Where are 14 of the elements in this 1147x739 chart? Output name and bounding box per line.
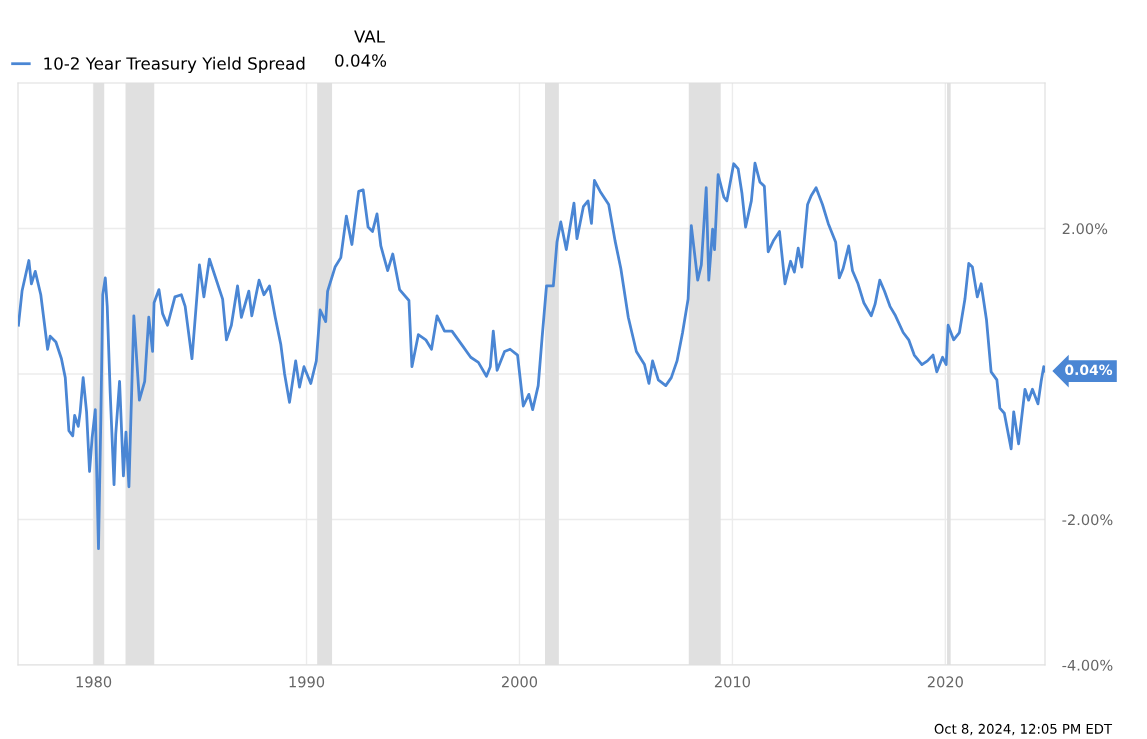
x-tick-label: 2000 [501,676,538,688]
text: 0.04% [335,54,387,67]
y-tick-label: -4.00% [1062,659,1113,671]
x-tick-label: 1990 [289,676,325,688]
legend-label: 10-2 Year Treasury Yield Spread [44,56,305,73]
legend-title: VAL [354,30,385,43]
y-tick-label: -2.00% [1062,514,1113,526]
x-tick-label: 2020 [927,676,963,688]
text: Oct 8, 2024, 12:05 PM EDT [934,723,1113,736]
x-tick-label: 1980 [76,676,112,688]
annotation: 0.04% [1065,364,1113,376]
y-tick-label: 2.00% [1062,223,1108,235]
x-tick-label: 2010 [714,676,750,688]
line-series [18,161,1045,550]
